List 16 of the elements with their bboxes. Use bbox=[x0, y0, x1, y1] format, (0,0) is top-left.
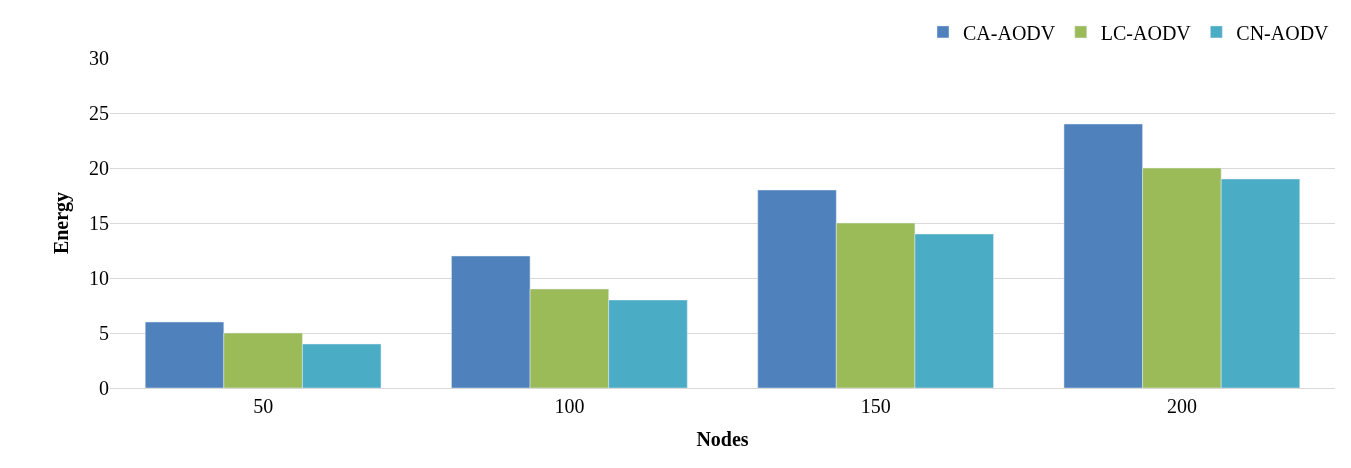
y-axis-title: Energy bbox=[49, 191, 73, 255]
y-tick-label: 20 bbox=[89, 157, 109, 179]
x-tick-label: 150 bbox=[860, 395, 891, 417]
legend-label: CN-AODV bbox=[1236, 21, 1330, 44]
legend-label: CA-AODV bbox=[963, 21, 1056, 44]
y-tick-label: 0 bbox=[99, 377, 109, 399]
y-tick-label: 30 bbox=[89, 47, 109, 69]
y-tick-label: 15 bbox=[89, 212, 109, 234]
y-tick-label: 25 bbox=[89, 102, 109, 124]
legend-label: LC-AODV bbox=[1100, 21, 1192, 44]
y-tick-label: 10 bbox=[89, 267, 109, 289]
x-tick-label: 200 bbox=[1166, 395, 1197, 417]
y-tick-label: 5 bbox=[99, 322, 109, 344]
x-tick-label: 50 bbox=[253, 395, 274, 417]
x-axis-title: Nodes bbox=[696, 427, 749, 450]
x-tick-label: 100 bbox=[554, 395, 585, 417]
